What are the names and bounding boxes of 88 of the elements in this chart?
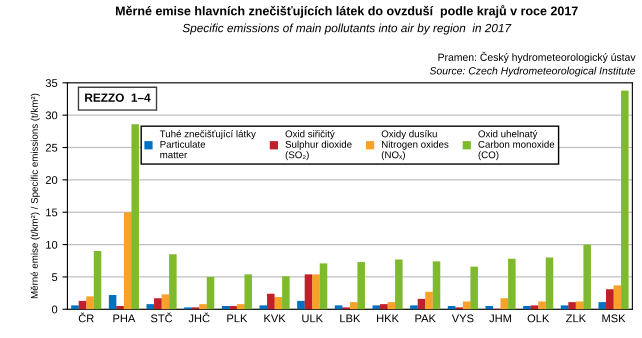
bar [418,298,426,310]
bar [410,305,418,310]
bar [282,276,290,310]
bar [546,258,554,310]
bar [78,300,86,310]
bar [357,262,365,310]
legend-label: Tuhé znečišťující látky Particulate matter [160,130,256,158]
y-tick-label: 25 [46,144,58,152]
bar [162,294,170,310]
bar [334,305,342,310]
bar [485,306,494,310]
bar [297,300,305,310]
bar [124,212,132,310]
bar [470,266,478,310]
bar [576,302,584,310]
bar [222,306,230,310]
bar [236,304,244,310]
bar [583,244,591,310]
x-tick-label: JHM [489,314,512,322]
x-tick-label: JHČ [188,312,210,322]
bar [154,298,162,310]
x-tick-label: STČ [150,312,172,322]
x-tick-label: ČR [78,312,94,322]
source-note: Source: Czech Hydrometeorological Institute [430,66,636,77]
bar [312,274,320,310]
bar [568,302,576,310]
x-tick-label: KVK [264,314,286,322]
x-tick-label: ZLK [566,314,586,322]
x-tick-label: VYS [452,314,474,322]
bar [598,302,606,310]
bar [86,296,94,310]
y-axis-title: Měrné emise (t/km²) / Specific emissions (t/km²) [30,94,40,298]
bar [500,298,508,310]
bar [508,258,516,310]
text: Pramen: Český hydrometeorologický ústav [438,52,636,63]
bar [131,124,139,310]
legend-label: Oxid siřičitý Sulphur dioxide (SO₂) [286,130,352,160]
bar [425,292,433,310]
bar [108,295,116,310]
y-tick-label: 35 [46,79,58,87]
bar [380,304,388,310]
x-tick-label: MSK [602,314,626,322]
x-tick-label: PHA [113,314,136,322]
y-tick-label: 5 [52,273,58,282]
chart-title: Měrné emise hlavních znečišťujících látek do ovzduší podle krajů v roce 2017 [116,5,578,18]
bar [94,251,102,310]
annotation: REZZO 1–4 [85,93,151,102]
x-tick-label: OLK [528,314,550,322]
y-tick-label: 0 [52,306,58,314]
bar [448,306,456,310]
bar [606,289,614,310]
bar [395,259,403,310]
bar [350,302,358,310]
legend-label: Oxid uhelnatý Carbon monoxide (CO) [478,130,554,160]
bar [538,302,546,310]
y-tick-label: 20 [46,176,58,184]
x-tick-label: LBK [340,314,360,322]
bar [274,296,282,310]
bar [169,254,177,310]
bar [614,285,622,310]
bar [621,90,629,310]
bar [523,306,531,310]
chart-subtitle: Specific emissions of main pollutants into air by region in 2017 [182,24,512,35]
bar [372,305,380,310]
bar [462,302,470,310]
bar [388,302,396,310]
bar [244,274,252,310]
y-tick-label: 15 [46,208,58,216]
bar [116,306,124,310]
x-tick-label: ULK [302,314,323,322]
bar [560,305,568,310]
bar [199,304,207,310]
bar [229,306,237,310]
bar [259,305,268,310]
x-tick-label: PAK [415,314,436,322]
bar [146,304,154,310]
bar [432,261,440,310]
bar [320,263,328,310]
bar [304,274,312,310]
bar [71,305,79,310]
bar [267,294,275,310]
y-tick-label: 30 [46,111,58,120]
y-tick-label: 10 [46,240,58,249]
legend-label: Oxidy dusíku Nitrogen oxides (NOₓ) [382,130,448,160]
x-tick-label: HKK [377,314,399,322]
x-tick-label: PLK [227,314,248,322]
bar [530,305,538,310]
bar [206,276,214,310]
